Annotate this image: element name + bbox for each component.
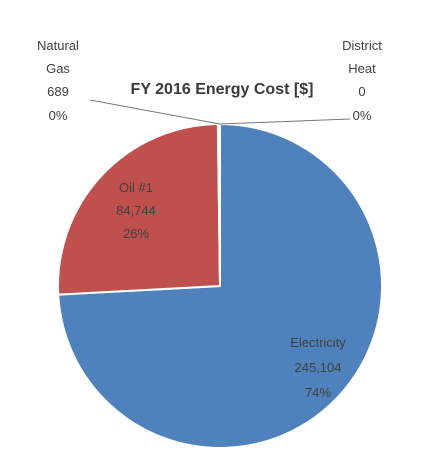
slice-value-natural-gas: 689 — [47, 84, 69, 99]
slice-percent-natural-gas: 0% — [49, 108, 68, 123]
slice-label-oil: Oil #1 84,744 26% — [116, 180, 156, 241]
leader-line-district-heat — [219, 118, 351, 125]
slice-label-natural-gas: Natural Gas 689 0% — [37, 38, 79, 123]
chart-title: FY 2016 Energy Cost [$] — [131, 81, 314, 98]
slice-name-natural-gas-line2: Gas — [46, 61, 70, 76]
slice-name-electricity: Electricity — [290, 335, 346, 350]
slice-name-oil: Oil #1 — [119, 180, 153, 195]
slice-value-electricity: 245,104 — [295, 360, 342, 375]
slice-value-oil: 84,744 — [116, 203, 156, 218]
slice-name-natural-gas-line1: Natural — [37, 38, 79, 53]
slice-value-district-heat: 0 — [358, 84, 365, 99]
pie-slice-oil-1 — [57, 122, 222, 296]
slice-name-district-heat-line1: District — [342, 38, 382, 53]
slice-percent-district-heat: 0% — [353, 108, 372, 123]
slice-name-district-heat-line2: Heat — [348, 61, 376, 76]
leader-line-natural-gas — [89, 99, 221, 125]
slice-percent-oil: 26% — [123, 226, 149, 241]
slice-percent-electricity: 74% — [305, 385, 331, 400]
slice-label-electricity: Electricity 245,104 74% — [290, 335, 346, 400]
pie-slices — [57, 122, 383, 449]
slice-label-district-heat: District Heat 0 0% — [342, 38, 382, 123]
